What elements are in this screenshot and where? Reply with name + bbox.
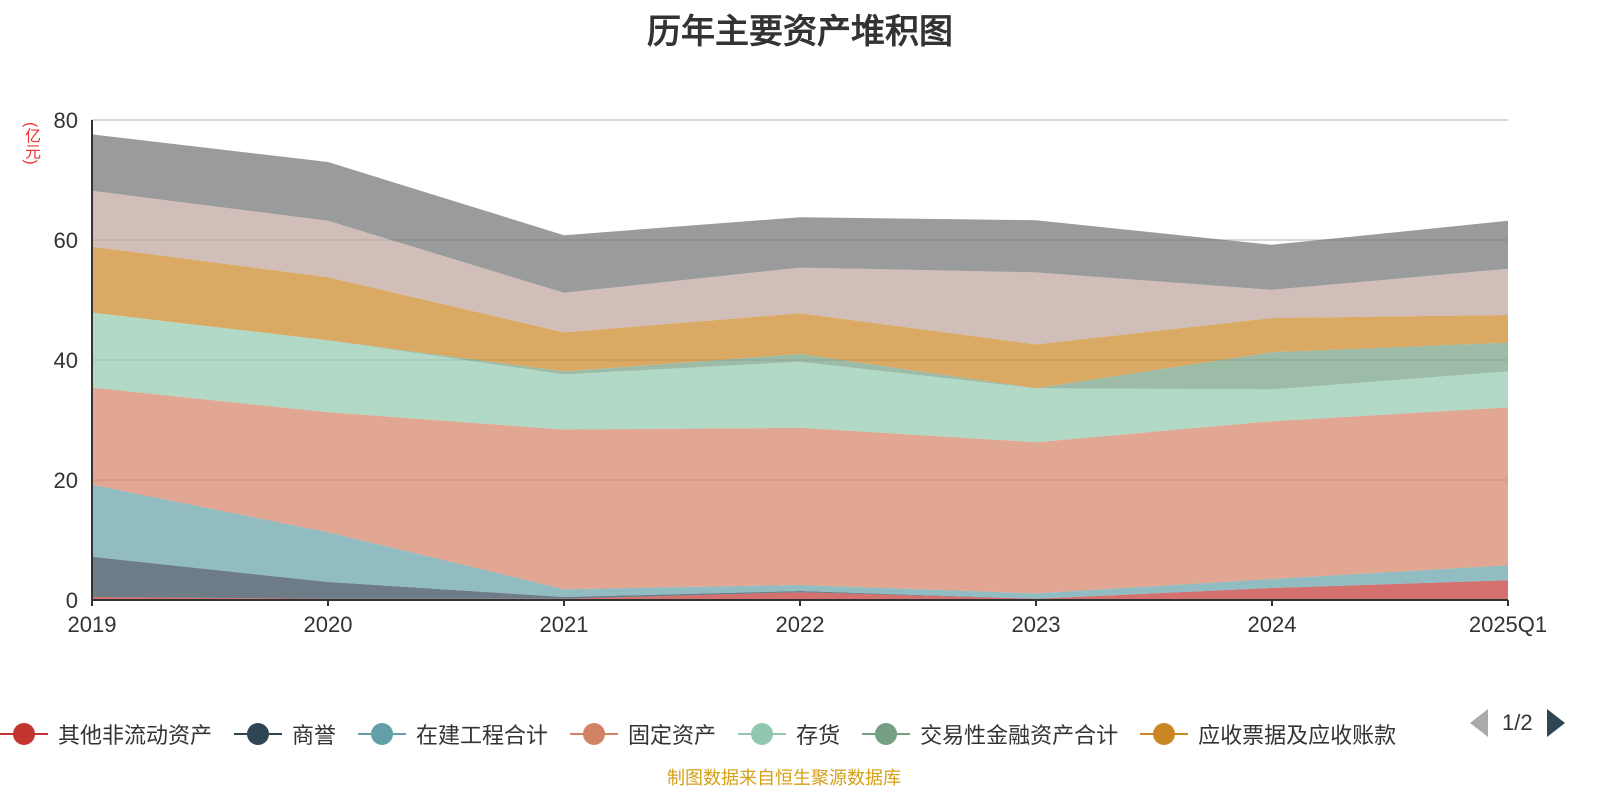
legend-item[interactable]: 交易性金融资产合计 <box>862 718 1118 750</box>
y-tick-label: 40 <box>54 348 78 373</box>
legend-item[interactable]: 存货 <box>738 718 840 750</box>
x-tick-label: 2021 <box>540 612 589 637</box>
legend-swatch-icon <box>1140 722 1189 746</box>
axis-layer: 0 20 40 60 80 2019 2020 2021 2022 2023 2024 2025Q1 <box>54 108 1548 637</box>
x-tick-label: 2019 <box>68 612 117 637</box>
y-tick-label: 0 <box>66 588 78 613</box>
legend-page-indicator: 1/2 <box>1502 710 1533 735</box>
area-2 <box>92 556 1508 599</box>
legend-item[interactable]: 其他非流动资产 <box>0 718 212 750</box>
legend-prev-page-icon[interactable] <box>1470 709 1488 737</box>
y-tick-label: 60 <box>54 228 78 253</box>
legend-swatch-icon <box>358 722 407 746</box>
legend-item[interactable]: 在建工程合计 <box>358 718 548 750</box>
x-tick-label: 2024 <box>1248 612 1297 637</box>
x-tick-label: 2020 <box>304 612 353 637</box>
area-layer <box>92 134 1508 600</box>
y-tick-label: 20 <box>54 468 78 493</box>
chart-title: 历年主要资产堆积图 <box>647 13 953 51</box>
legend-item[interactable]: 应收票据及应收账款 <box>1140 718 1396 750</box>
legend-swatch-icon <box>862 722 911 746</box>
area-1 <box>92 580 1508 600</box>
legend-item[interactable]: 商誉 <box>234 718 336 750</box>
stacked-area-chart: 0 20 40 60 80 2019 2020 2021 2022 2023 2024 2025Q1 <box>54 108 1548 637</box>
legend-item-label: 固定资产 <box>628 723 717 748</box>
legend-item-label: 商誉 <box>292 723 337 748</box>
area-3 <box>92 484 1508 599</box>
x-tick-label: 2025Q1 <box>1469 612 1547 637</box>
area-7 <box>92 246 1508 389</box>
legend-item-label: 交易性金融资产合计 <box>920 723 1119 748</box>
legend-pager: 1/2 <box>1470 703 1600 743</box>
legend-swatch-icon <box>234 722 283 746</box>
legend-item-label: 存货 <box>796 723 841 748</box>
legend-swatch-icon <box>570 722 619 746</box>
x-tick-label: 2023 <box>1012 612 1061 637</box>
area-9 <box>92 134 1508 293</box>
x-tick-label: 2022 <box>776 612 825 637</box>
legend-item-label: 其他非流动资产 <box>58 723 213 748</box>
y-axis-unit-label: (亿元) <box>22 122 39 165</box>
legend-item-label: 应收票据及应收账款 <box>1198 723 1397 748</box>
legend-swatch-icon <box>0 722 48 746</box>
legend-next-page-icon[interactable] <box>1546 709 1565 737</box>
area-4 <box>92 387 1508 594</box>
legend-item-label: 在建工程合计 <box>416 723 549 748</box>
legend: 其他非流动资产 商誉 在建工程合计 固定资产 存货 交易性金融资产合计 应收票据及应收账款 <box>0 714 1418 754</box>
source-note: 制图数据来自恒生聚源数据库 <box>667 768 901 788</box>
legend-swatch-icon <box>738 722 787 746</box>
legend-item[interactable]: 固定资产 <box>570 718 716 750</box>
y-tick-label: 80 <box>54 108 78 133</box>
area-5 <box>92 312 1508 443</box>
